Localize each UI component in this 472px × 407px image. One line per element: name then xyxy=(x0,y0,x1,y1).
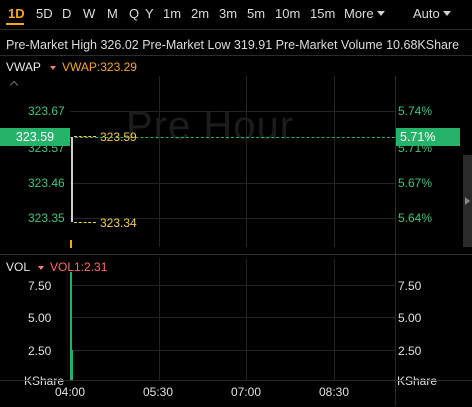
tab-5d[interactable]: 5D xyxy=(36,6,53,21)
volume-tick: 2.50 xyxy=(28,344,52,358)
price-tick: 323.35 xyxy=(28,211,65,225)
grid-line xyxy=(159,76,160,247)
volume-unit-right: KShare xyxy=(397,374,438,388)
vwap-indicator-name[interactable]: VWAP xyxy=(6,60,41,74)
toolbar-divider xyxy=(0,29,472,30)
annotation-low-leader xyxy=(74,222,96,223)
volume-tick: 2.50 xyxy=(398,344,422,358)
grid-line xyxy=(70,183,395,184)
time-tick: 04:00 xyxy=(55,385,86,399)
premarket-low-label: Pre-Market Low xyxy=(142,38,231,52)
tab-5m[interactable]: 5m xyxy=(247,6,266,21)
premarket-volume-value: 10.68KShare xyxy=(386,38,460,52)
percent-tick: 5.67% xyxy=(398,176,433,190)
volume-tick: 7.50 xyxy=(398,279,422,293)
tab-w[interactable]: W xyxy=(83,6,96,21)
caret-down-icon xyxy=(376,11,385,16)
grid-line xyxy=(246,258,247,380)
percent-tick: 5.74% xyxy=(398,104,433,118)
volume-tick: 5.00 xyxy=(28,311,52,325)
side-scroll-handle[interactable] xyxy=(463,155,472,247)
x-axis-line xyxy=(0,380,472,381)
grid-line xyxy=(70,218,395,219)
tab-1m[interactable]: 1m xyxy=(163,6,182,21)
grid-line xyxy=(70,350,395,351)
volume-unit-left: KShare xyxy=(24,374,65,388)
tab-y[interactable]: Y xyxy=(145,6,154,21)
volume-tick: 5.00 xyxy=(398,311,422,325)
grid-line xyxy=(70,285,395,286)
more-dropdown[interactable]: More xyxy=(344,6,385,22)
price-line xyxy=(71,137,73,222)
caret-down-icon xyxy=(442,11,451,16)
vol-indicator-name[interactable]: VOL xyxy=(6,260,31,274)
grid-line xyxy=(159,258,160,380)
vwap-line xyxy=(70,240,72,248)
pre-hour-watermark: Pre Hour xyxy=(126,104,295,148)
more-label: More xyxy=(344,6,374,21)
grid-line xyxy=(334,258,335,380)
premarket-high-label: Pre-Market High xyxy=(6,38,97,52)
current-price-line xyxy=(70,137,395,138)
price-tick: 323.67 xyxy=(28,104,65,118)
auto-dropdown[interactable]: Auto xyxy=(413,6,451,22)
premarket-low-value: 319.91 xyxy=(233,38,273,52)
percent-tick: 5.64% xyxy=(398,211,433,225)
tab-d[interactable]: D xyxy=(62,6,72,21)
right-axis-divider xyxy=(395,76,396,406)
tab-1d[interactable]: 1D xyxy=(8,6,25,21)
annotation-high: 323.59 xyxy=(100,130,137,144)
time-tick: 08:30 xyxy=(319,385,350,399)
annotation-high-leader xyxy=(74,136,96,137)
grid-line xyxy=(70,317,395,318)
vol-value: VOL1:2.31 xyxy=(50,260,108,274)
volume-tick: 7.50 xyxy=(28,279,52,293)
collapse-up-icon[interactable] xyxy=(9,80,19,90)
premarket-high-value: 326.02 xyxy=(100,38,139,52)
tab-15m[interactable]: 15m xyxy=(310,6,336,21)
tab-q[interactable]: Q xyxy=(129,6,140,21)
volume-bar xyxy=(72,350,73,380)
vol-caret-icon[interactable] xyxy=(38,266,44,270)
tab-2m[interactable]: 2m xyxy=(191,6,210,21)
annotation-low: 323.34 xyxy=(100,216,137,230)
auto-label: Auto xyxy=(413,6,440,21)
premarket-info-row: Pre-Market High 326.02 Pre-Market Low 31… xyxy=(6,37,459,53)
premarket-volume-label: Pre-Market Volume xyxy=(275,38,383,52)
time-tick: 07:00 xyxy=(231,385,262,399)
grid-line xyxy=(246,76,247,247)
grid-line xyxy=(334,76,335,247)
info-divider xyxy=(0,55,472,56)
vwap-value: VWAP:323.29 xyxy=(62,60,137,74)
pane-divider[interactable] xyxy=(0,254,472,255)
tab-m[interactable]: M xyxy=(107,6,118,21)
chevron-right-icon xyxy=(465,197,470,205)
vwap-caret-icon[interactable] xyxy=(50,66,56,70)
volume-bar xyxy=(70,272,72,380)
tab-3m[interactable]: 3m xyxy=(219,6,238,21)
price-tick: 323.46 xyxy=(28,176,65,190)
timeframe-toolbar: 1D 5D D W M Q Y 1m 2m 3m 5m 10m 15m More… xyxy=(0,0,472,28)
current-percent-badge: 5.71% xyxy=(396,128,460,146)
time-tick: 05:30 xyxy=(143,385,174,399)
current-price-badge: 323.59 xyxy=(0,128,70,146)
tab-10m[interactable]: 10m xyxy=(275,6,301,21)
active-tab-underline xyxy=(6,23,24,25)
grid-line xyxy=(70,111,395,112)
